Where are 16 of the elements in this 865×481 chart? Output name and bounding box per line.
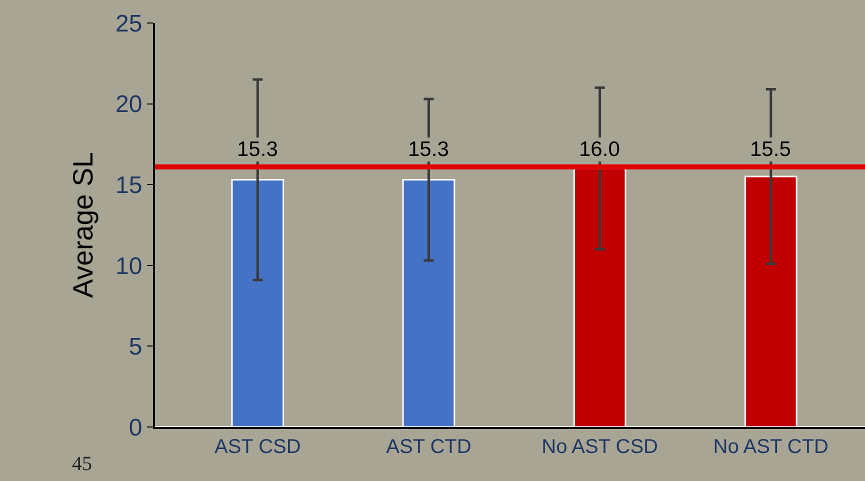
x-tick-label: AST CTD (386, 436, 472, 458)
y-tick-label: 25 (115, 10, 142, 38)
text: 45 (72, 453, 92, 475)
y-tick-label: 10 (115, 252, 142, 280)
y-tick-label: 5 (128, 334, 142, 361)
y-axis-title: Average SL (68, 152, 99, 298)
y-tick-label: 0 (128, 414, 142, 442)
x-tick-label: No AST CSD (542, 436, 658, 458)
y-tick-label: 20 (115, 91, 142, 118)
data-label: 16.0 (579, 138, 620, 161)
data-label: 15.3 (237, 138, 278, 161)
y-tick-label: 15 (115, 172, 142, 199)
x-tick-label: AST CSD (214, 436, 301, 458)
data-label: 15.3 (408, 138, 449, 161)
data-label: 15.5 (750, 138, 791, 161)
x-tick-label: No AST CTD (713, 436, 829, 458)
